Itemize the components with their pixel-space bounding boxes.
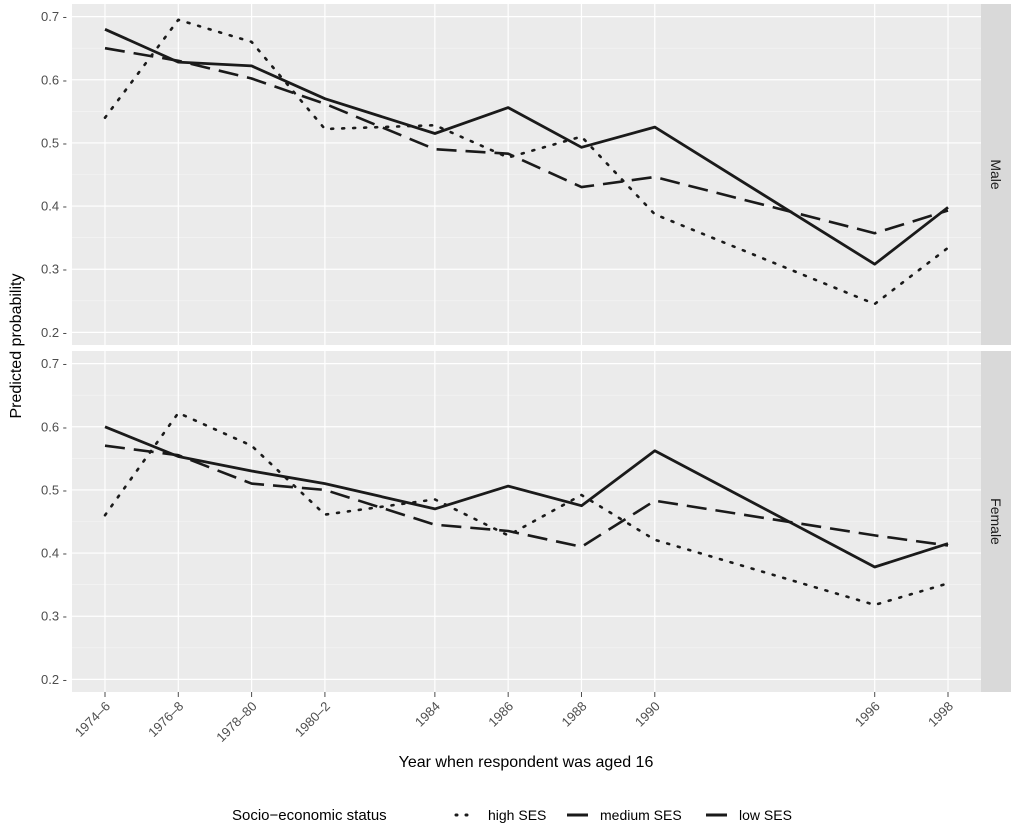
x-tick-label: 1990	[632, 699, 663, 730]
y-tick-label: 0.6 -	[41, 419, 67, 434]
y-tick-label: 0.2 -	[41, 672, 67, 687]
legend: Socio−economic status high SES medium SES l…	[232, 807, 792, 824]
legend-label: low SES	[739, 807, 792, 823]
y-tick-label: 0.7 -	[41, 9, 67, 24]
y-tick-label: 0.4 -	[41, 546, 67, 561]
x-axis: 1974–6 1976–8 1978–80 1980–2 1984 1986 1988 199…	[72, 692, 956, 745]
x-tick-label: 1978–80	[213, 699, 259, 745]
series-line-dashed	[104, 444, 949, 549]
x-tick-label: 1976–8	[145, 699, 186, 740]
x-tick-label: 1974–6	[72, 699, 113, 740]
facet-strip-label: Male	[988, 159, 1004, 190]
series-line-solid	[104, 425, 949, 569]
y-tick-label: 0.3 -	[41, 262, 67, 277]
x-axis-title: Year when respondent was aged 16	[399, 754, 654, 771]
series-line-dashed	[104, 46, 949, 235]
legend-label: medium SES	[600, 807, 682, 823]
y-tick-label: 0.5 -	[41, 482, 67, 497]
legend-title: Socio−economic status	[232, 807, 387, 824]
x-tick-label: 1996	[852, 699, 883, 730]
facet-strip	[981, 4, 1011, 345]
y-tick-label: 0.7 -	[41, 356, 67, 371]
legend-label: high SES	[488, 807, 546, 823]
y-tick-label: 0.5 -	[41, 135, 67, 150]
series-line-dotted	[103, 18, 950, 306]
y-tick-label: 0.6 -	[41, 72, 67, 87]
facet-strip	[981, 351, 1011, 692]
panel-male: 0.2 - 0.3 - 0.4 - 0.5 - 0.6 - 0.7 - Male	[41, 4, 1011, 345]
x-tick-label: 1998	[925, 699, 956, 730]
series-line-solid	[104, 28, 949, 266]
x-tick-label: 1988	[559, 699, 590, 730]
facet-strip-label: Female	[988, 498, 1004, 545]
x-tick-label: 1980–2	[292, 699, 333, 740]
y-tick-label: 0.2 -	[41, 325, 67, 340]
y-tick-label: 0.4 -	[41, 199, 67, 214]
y-axis-title: Predicted probability	[8, 274, 25, 419]
x-tick-label: 1986	[485, 699, 516, 730]
panel-female: 0.2 - 0.3 - 0.4 - 0.5 - 0.6 - 0.7 - Female	[41, 351, 1011, 692]
x-tick-label: 1984	[412, 699, 443, 730]
y-tick-label: 0.3 -	[41, 609, 67, 624]
series-line-dotted	[103, 411, 950, 607]
